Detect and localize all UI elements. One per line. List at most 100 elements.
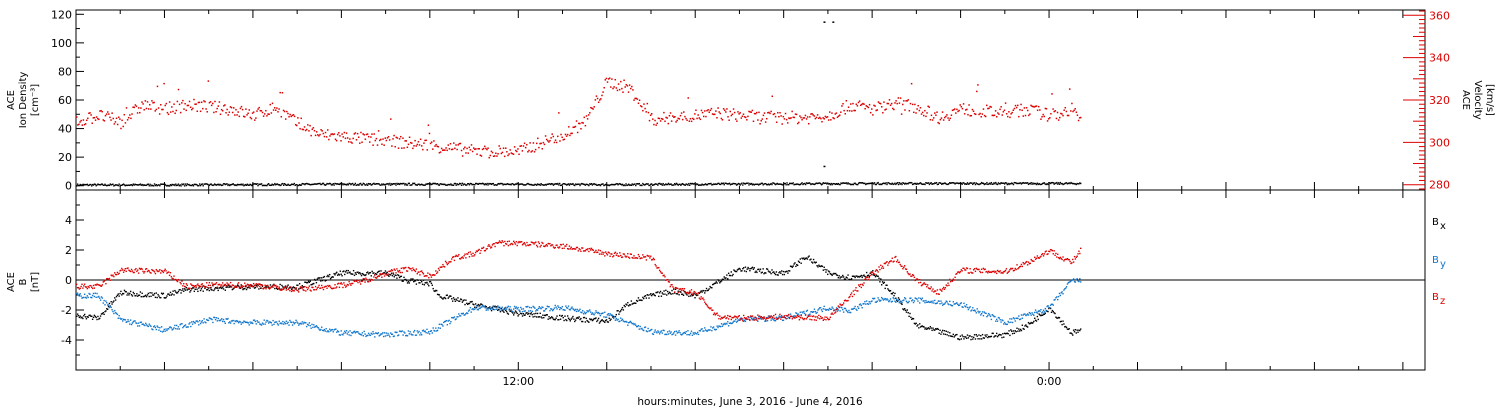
by-point	[404, 332, 406, 334]
bz-point	[253, 284, 256, 287]
density-point	[448, 183, 450, 186]
by-point	[396, 331, 398, 334]
density-point	[839, 183, 841, 186]
density-point	[341, 182, 343, 185]
bz-point	[336, 283, 339, 285]
velocity-point	[875, 109, 877, 112]
velocity-point	[534, 148, 537, 151]
velocity-point	[230, 106, 233, 109]
velocity-point	[1000, 106, 1002, 108]
density-point	[305, 183, 307, 185]
by-point	[460, 312, 463, 315]
by-point	[312, 326, 314, 329]
bx-point	[155, 292, 158, 294]
density-point	[864, 182, 866, 185]
bx-point	[237, 285, 240, 287]
density-point	[980, 181, 983, 184]
bx-point	[773, 272, 776, 275]
by-point	[376, 332, 379, 335]
density-point	[938, 182, 940, 184]
density-point	[229, 184, 232, 186]
velocity-point	[894, 102, 896, 104]
density-point	[129, 184, 131, 187]
by-point	[210, 318, 212, 320]
density-point	[889, 183, 892, 185]
by-point	[545, 307, 548, 310]
velocity-point	[989, 105, 991, 108]
bx-point	[379, 274, 381, 276]
bz-point	[293, 290, 296, 292]
density-point	[332, 183, 334, 185]
density-point	[755, 183, 757, 185]
by-point	[76, 292, 79, 294]
by-point	[572, 308, 574, 310]
bx-point	[837, 277, 840, 279]
velocity-point	[1033, 106, 1036, 108]
bx-point	[381, 273, 383, 275]
density-point	[935, 181, 938, 184]
density-point	[619, 182, 621, 185]
bz-point	[459, 257, 461, 260]
bx-point	[507, 313, 510, 315]
velocity-point	[497, 153, 499, 155]
density-point	[1015, 182, 1017, 184]
velocity-point	[299, 127, 301, 130]
density-point	[621, 183, 624, 186]
bx-point	[919, 323, 921, 325]
density-point	[408, 182, 411, 185]
bx-point	[778, 272, 780, 274]
bx-point	[788, 270, 791, 272]
density-point	[211, 184, 213, 186]
by-point	[444, 320, 447, 322]
density-point	[507, 183, 510, 185]
bz-point	[447, 262, 449, 265]
bx-point	[210, 288, 212, 291]
bx-point	[986, 334, 988, 336]
density-point	[873, 183, 875, 185]
velocity-point	[846, 109, 849, 112]
bx-point	[466, 303, 469, 306]
bx-point	[816, 265, 818, 267]
bx-point	[536, 312, 539, 315]
velocity-point	[301, 128, 304, 131]
density-point	[562, 183, 564, 185]
bx-point	[120, 290, 122, 293]
density-point	[600, 183, 602, 186]
density-point	[1043, 182, 1046, 184]
by-point	[888, 300, 890, 303]
by-point	[873, 297, 876, 300]
density-point	[89, 183, 91, 186]
by-point	[505, 308, 508, 310]
bz-point	[213, 283, 216, 286]
bx-point	[393, 276, 395, 278]
bx-point	[276, 288, 279, 290]
bx-point	[854, 276, 856, 279]
by-point	[593, 314, 595, 316]
velocity-point	[381, 143, 383, 145]
density-point	[665, 183, 667, 185]
density-point	[300, 184, 303, 186]
bx-point	[1051, 309, 1054, 312]
velocity-point	[313, 129, 316, 132]
by-point	[313, 324, 315, 326]
density-point	[236, 184, 238, 187]
by-point	[877, 297, 879, 299]
velocity-point	[916, 108, 918, 110]
by-point	[360, 334, 363, 336]
bx-point	[608, 317, 610, 319]
by-point	[441, 323, 443, 326]
by-point	[578, 309, 580, 312]
by-point	[102, 302, 104, 304]
bx-point	[738, 267, 740, 270]
by-point	[809, 313, 811, 315]
by-point	[202, 322, 204, 324]
bx-point	[995, 335, 997, 337]
velocity-point	[174, 112, 176, 115]
bx-point	[688, 295, 690, 298]
by-point	[1011, 318, 1013, 320]
velocity-point	[359, 142, 361, 144]
density-point	[451, 184, 453, 186]
by-point	[132, 321, 135, 323]
bx-point	[1078, 329, 1080, 331]
bz-point	[168, 274, 171, 277]
